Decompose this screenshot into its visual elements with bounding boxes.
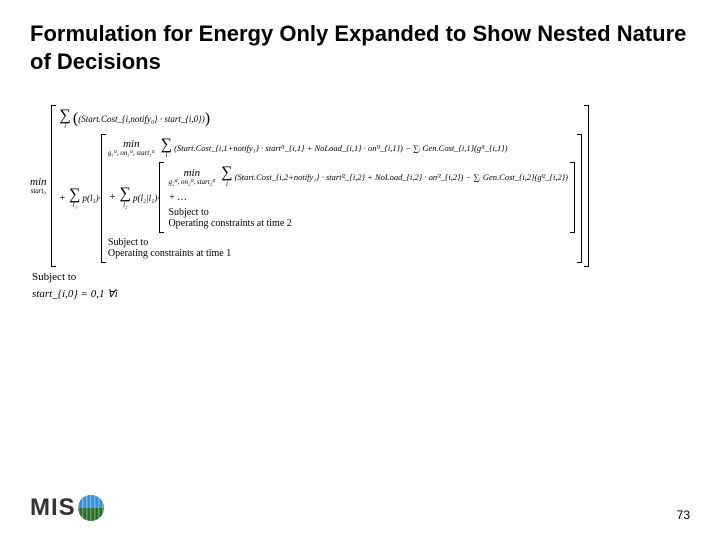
bracket-l1-r: [577, 134, 582, 263]
level1-min: min g₁ˡ¹, on₁ˡ¹, start₁ˡ¹: [108, 138, 155, 158]
term-level0: ∑ i ( (Start.Cost_{i,notify₀} · start_{i…: [58, 109, 582, 130]
level2-min: min g₂ˡ², on₂ˡ², start₂ˡ²: [168, 167, 215, 187]
subject-to-l1: Subject to Operating constraints at time…: [108, 237, 575, 259]
term-level2: min g₂ˡ², on₂ˡ², start₂ˡ² ∑ i (Start.Cos…: [168, 166, 568, 187]
bracket-l2-l: [159, 162, 164, 233]
prob2-term: p(l₂|l₁)·: [133, 193, 159, 203]
formula-block: min start₀ ∑ i ( (Start.Cost_{i,notify₀}…: [30, 105, 690, 300]
level1-expr: (Start.Cost_{i,1+notify₁} · startˡ¹_{i,1…: [174, 143, 507, 153]
sigma-icon: ∑ i: [161, 138, 172, 159]
outer-min: min start₀: [30, 176, 47, 196]
slide: Formulation for Energy Only Expanded to …: [0, 0, 720, 540]
sigma-icon: ∑ i: [221, 166, 232, 187]
row-level2: + ∑ l₂ p(l₂|l₁)· min: [108, 162, 575, 233]
subject-to-outer: Subject to start_{i,0} = 0,1 ∀i: [32, 271, 690, 300]
sigma-icon: ∑ l₁: [69, 188, 80, 209]
bracket-outer-r: [584, 105, 589, 267]
ellipsis: + …: [168, 187, 568, 207]
prob1-term: p(l₁)·: [83, 193, 101, 203]
plus-icon: +: [60, 193, 66, 204]
slide-footer: MIS 73: [30, 494, 690, 522]
logo-text: MIS: [30, 494, 76, 522]
miso-logo: MIS: [30, 494, 104, 522]
min-sub: start₀: [31, 188, 46, 196]
plus-icon: +: [110, 192, 116, 203]
bracket-l2-r: [570, 162, 575, 233]
level2-expr: (Start.Cost_{i,2+notify₁} · startˡ²_{i,2…: [235, 172, 568, 182]
page-number: 73: [677, 508, 690, 522]
term-level1: min g₁ˡ¹, on₁ˡ¹, start₁ˡ¹ ∑ i (Start.Cos…: [108, 138, 575, 159]
sigma-icon: ∑ l₂: [120, 187, 131, 208]
sigma-icon: ∑ i: [60, 109, 71, 130]
page-title: Formulation for Energy Only Expanded to …: [30, 20, 690, 75]
outer-constraint: start_{i,0} = 0,1 ∀i: [32, 287, 690, 300]
row-level1: + ∑ l₁ p(l₁)· min g₁ˡ¹, on₁ˡ¹, start₁ˡ¹: [58, 134, 582, 263]
miso-globe-icon: [78, 495, 104, 521]
subject-to-l2: Subject to Operating constraints at time…: [168, 207, 568, 229]
startcost-term: (Start.Cost_{i,notify₀} · start_{i,0}): [78, 114, 205, 124]
